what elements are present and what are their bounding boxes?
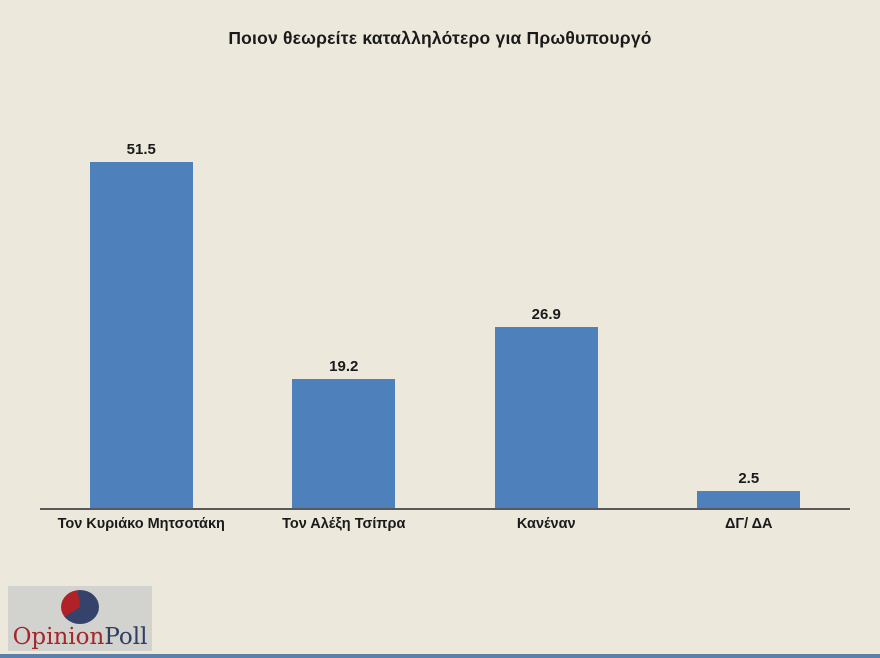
bar (89, 162, 193, 508)
logo-text-poll: Poll (104, 624, 148, 650)
bars-row: 51.5 19.2 26.9 2.5 (40, 0, 850, 508)
bar-value-label: 51.5 (126, 141, 156, 158)
category-label: Τον Αλέξη Τσίπρα (282, 516, 406, 532)
bar-value-label: 2.5 (738, 470, 760, 487)
pie-chart-logo-icon (61, 590, 99, 624)
bar-slot-3: 2.5 (648, 0, 851, 508)
logo-text-opinion: Opinion (12, 624, 105, 650)
logo-text: OpinionPoll (8, 624, 152, 650)
bar (494, 327, 598, 508)
category-labels-row: Τον Κυριάκο Μητσοτάκη Τον Αλέξη Τσίπρα Καν… (40, 516, 850, 532)
bar-slot-1: 19.2 (243, 0, 446, 508)
bottom-strip (0, 654, 880, 658)
bar (697, 491, 801, 508)
x-axis-line (40, 508, 850, 510)
bar-slot-0: 51.5 (40, 0, 243, 508)
category-label: Τον Κυριάκο Μητσοτάκη (57, 516, 225, 532)
bar-value-label: 26.9 (531, 306, 561, 323)
category-label: Κανέναν (516, 516, 576, 532)
opinionpoll-logo: OpinionPoll (8, 586, 152, 651)
bar (292, 379, 396, 508)
bar-slot-2: 26.9 (445, 0, 648, 508)
chart-title: Ποιον θεωρείτε καταλληλότερο για Πρωθυπο… (228, 28, 652, 48)
bar-value-label: 19.2 (329, 358, 359, 375)
category-label: ΔΓ/ ΔΑ (724, 516, 773, 532)
